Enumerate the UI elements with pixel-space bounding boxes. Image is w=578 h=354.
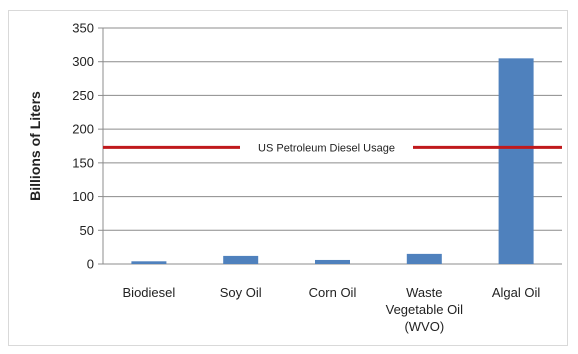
y-axis-label: Billions of Liters [27,91,43,201]
bars [131,58,534,264]
y-tick-label: 250 [72,88,94,103]
category-label: Waste Vegetable Oil (WVO) [386,285,463,334]
reference-line-label: US Petroleum Diesel Usage [258,142,395,154]
y-tick-label: 300 [72,54,94,69]
reference-line-group: US Petroleum Diesel Usage [103,142,562,154]
bar [131,261,167,264]
bar [406,253,442,264]
bar [315,259,350,264]
category-label: Soy Oil [220,285,262,300]
y-tick-label: 0 [87,257,94,272]
category-label: Corn Oil [309,285,357,300]
bar [223,255,259,264]
bar [498,58,534,264]
y-tick-label: 200 [72,122,94,137]
y-tick-label: 100 [72,189,94,204]
y-tick-label: 50 [80,223,94,238]
chart-frame [8,10,568,346]
labels: 0 50 100 150 200 250 300 350 Biodiesel Soy Oil Cor… [72,21,540,335]
grid-lines [103,27,562,231]
y-tick-label: 350 [72,21,94,36]
category-label: Algal Oil [492,285,541,300]
category-label: Biodiesel [123,285,176,300]
y-tick-label: 150 [72,155,94,170]
